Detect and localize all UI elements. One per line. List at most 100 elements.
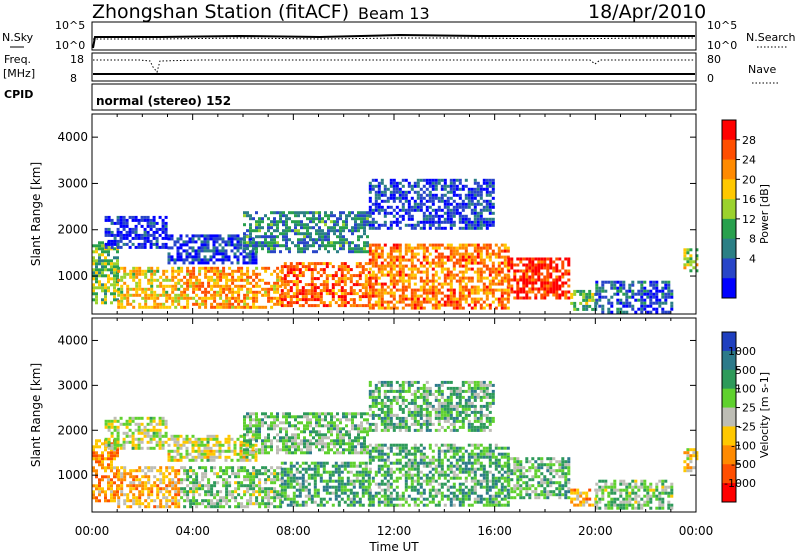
echo-cell xyxy=(431,288,435,292)
echo-cell xyxy=(228,287,232,291)
echo-cell xyxy=(270,220,273,224)
echo-cell xyxy=(186,278,190,282)
echo-cell xyxy=(585,304,589,308)
echo-cell xyxy=(215,258,219,262)
echo-cell xyxy=(389,184,393,188)
echo-cell xyxy=(422,455,426,459)
echo-cell xyxy=(234,496,238,500)
echo-cell xyxy=(286,301,290,305)
echo-cell xyxy=(354,250,357,254)
echo-cell xyxy=(283,470,287,474)
echo-cell xyxy=(407,303,411,307)
echo-cell xyxy=(428,205,432,209)
echo-cell xyxy=(280,271,284,275)
echo-cell xyxy=(174,469,178,473)
echo-cell xyxy=(286,473,290,477)
echo-cell xyxy=(345,226,348,230)
echo-cell xyxy=(582,289,586,293)
echo-cell xyxy=(360,223,363,227)
echo-cell xyxy=(488,202,492,206)
echo-cell xyxy=(343,274,347,278)
echo-cell xyxy=(383,187,387,191)
echo-cell xyxy=(273,493,277,497)
echo-cell xyxy=(619,301,623,305)
echo-cell xyxy=(161,242,165,246)
echo-cell xyxy=(301,286,305,290)
echo-cell xyxy=(570,301,574,305)
echo-cell xyxy=(213,266,217,270)
echo-cell xyxy=(516,269,520,273)
echo-cell xyxy=(546,269,550,273)
echo-cell xyxy=(389,291,393,295)
echo-cell xyxy=(110,271,113,275)
echo-cell xyxy=(146,233,150,237)
echo-cell xyxy=(286,292,290,296)
echo-cell xyxy=(234,481,238,485)
echo-cell xyxy=(416,449,420,453)
echo-cell xyxy=(440,482,444,486)
echo-cell xyxy=(377,223,381,227)
echo-cell xyxy=(416,205,420,209)
echo-cell xyxy=(500,282,504,286)
echo-cell xyxy=(92,256,95,260)
echo-cell xyxy=(361,503,365,507)
echo-cell xyxy=(537,481,541,485)
echo-cell xyxy=(107,286,110,290)
echo-cell xyxy=(531,490,535,494)
echo-cell xyxy=(552,287,556,291)
echo-cell xyxy=(567,257,571,261)
echo-cell xyxy=(316,262,320,266)
echo-cell xyxy=(343,277,347,281)
echo-cell xyxy=(249,235,252,239)
echo-cell xyxy=(689,263,693,267)
echo-cell xyxy=(101,490,104,494)
echo-cell xyxy=(449,291,453,295)
echo-cell xyxy=(531,278,535,282)
echo-cell xyxy=(240,269,244,273)
echo-cell xyxy=(452,288,456,292)
echo-cell xyxy=(383,258,387,262)
echo-cell xyxy=(173,240,177,244)
echo-cell xyxy=(503,479,507,483)
echo-cell xyxy=(270,244,273,248)
echo-cell xyxy=(440,208,444,212)
echo-cell xyxy=(107,481,110,485)
echo-cell xyxy=(389,476,393,480)
echo-cell xyxy=(437,464,441,468)
echo-cell xyxy=(192,272,196,276)
echo-cell xyxy=(152,224,156,228)
echo-cell xyxy=(649,292,653,296)
echo-cell xyxy=(129,487,133,491)
echo-cell xyxy=(371,476,375,480)
echo-cell xyxy=(377,470,381,474)
echo-cell xyxy=(198,296,202,300)
echo-cell xyxy=(264,502,268,506)
echo-cell xyxy=(276,496,280,500)
echo-cell xyxy=(428,261,432,265)
echo-cell xyxy=(377,184,381,188)
echo-cell xyxy=(340,274,344,278)
echo-cell xyxy=(503,243,507,247)
echo-cell xyxy=(476,443,480,447)
echo-cell xyxy=(129,472,133,476)
echo-cell xyxy=(410,267,414,271)
echo-cell xyxy=(428,470,432,474)
echo-cell xyxy=(464,285,468,289)
echo-cell xyxy=(225,302,229,306)
echo-cell xyxy=(360,217,363,221)
echo-cell xyxy=(470,276,474,280)
echo-cell xyxy=(683,251,687,255)
echo-cell xyxy=(144,487,148,491)
echo-cell xyxy=(473,261,477,265)
echo-cell xyxy=(119,236,123,240)
echo-cell xyxy=(351,211,354,215)
echo-cell xyxy=(110,484,113,488)
echo-cell xyxy=(156,484,160,488)
nsky-tick-top: 10^5 xyxy=(55,19,85,32)
echo-cell xyxy=(491,249,495,253)
echo-cell xyxy=(213,296,217,300)
echo-cell xyxy=(283,467,287,471)
echo-cell xyxy=(371,249,375,253)
echo-cell xyxy=(494,503,498,507)
echo-cell xyxy=(155,242,159,246)
